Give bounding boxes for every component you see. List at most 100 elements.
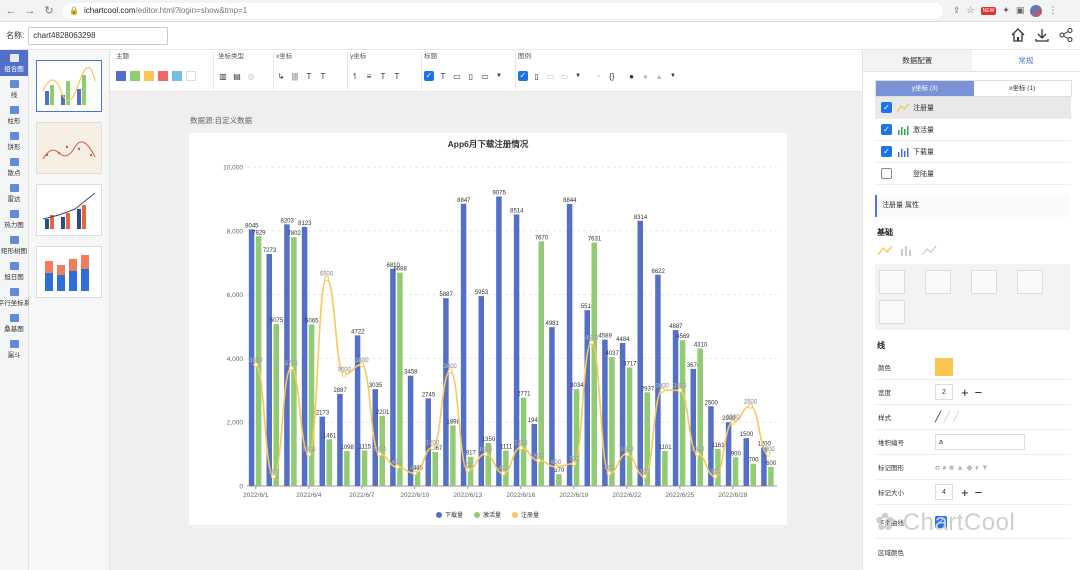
reload-icon[interactable]: ↻ (44, 5, 54, 17)
avatar[interactable] (1030, 4, 1043, 17)
nav-item[interactable]: 平行坐标系 (0, 284, 30, 310)
tab-general[interactable]: 常规 (1018, 56, 1034, 65)
share-icon[interactable]: ⇪ (953, 5, 961, 15)
nav-item[interactable]: 雷达 (0, 180, 28, 206)
legend-brace-icon[interactable]: {} (609, 71, 615, 81)
legend-checkbox[interactable]: ✓ (518, 71, 528, 81)
nav-item[interactable]: 桑基图 (0, 310, 28, 336)
title-text-icon[interactable]: T (440, 71, 446, 81)
sidebar-icon[interactable]: ▣ (1015, 5, 1025, 15)
nav-item[interactable]: 漏斗 (0, 336, 28, 362)
y-title-icon[interactable]: T (394, 71, 400, 81)
tab-x-axis[interactable]: x坐标 (1) (1009, 85, 1036, 92)
nav-item[interactable]: 线 (0, 76, 28, 102)
line-shape-step[interactable] (925, 270, 951, 294)
series-row[interactable]: ✓ 注册量 (875, 97, 1071, 119)
legend-dot2-icon[interactable]: ● (642, 71, 648, 81)
line-shape-area[interactable] (879, 300, 905, 324)
theme-color-swatch[interactable] (158, 71, 168, 81)
nav-item[interactable]: 柱形 (0, 102, 28, 128)
chevron-down-icon[interactable]: ▼ (670, 73, 676, 79)
nav-item[interactable]: 热力图 (0, 206, 28, 232)
template-thumb[interactable] (36, 60, 102, 112)
color-swatch[interactable] (935, 358, 953, 376)
line-style-options[interactable]: ╱╱╱ (935, 411, 963, 423)
y-axis-line-icon[interactable]: ↿ (351, 71, 359, 81)
x-text-icon[interactable]: T (306, 71, 312, 81)
series-checkbox[interactable]: ✓ (881, 124, 892, 135)
legend-pos-icon[interactable]: ▯ (534, 71, 539, 81)
title-pos3-icon[interactable]: ▭ (481, 71, 489, 81)
legend-style-icon[interactable]: ◔ (595, 71, 601, 81)
x-axis-line-icon[interactable]: ↳ (277, 71, 285, 81)
line-shape-step3[interactable] (1017, 270, 1043, 294)
area-style-icon[interactable] (921, 244, 937, 256)
chart-card[interactable]: App6月下载注册情况 0 2,000 4,000 6,000 8,000 10,000 80… (189, 133, 787, 525)
home-icon[interactable] (1010, 27, 1026, 43)
series-checkbox[interactable]: ✓ (881, 102, 892, 113)
new-badge[interactable]: NEW (980, 6, 997, 15)
star-icon[interactable]: ☆ (966, 5, 975, 15)
width-stepper[interactable]: +− (961, 384, 989, 400)
combo-chart[interactable]: App6月下载注册情况 0 2,000 4,000 6,000 8,000 10,000 80… (189, 133, 787, 525)
nav-item[interactable]: 矩形树图 (0, 232, 28, 258)
series-row[interactable]: ✓ 下载量 (875, 141, 1071, 163)
chevron-down-icon[interactable]: ▼ (575, 73, 582, 79)
back-icon[interactable]: ← (5, 4, 17, 17)
title-pos-icon[interactable]: ▭ (453, 71, 461, 81)
template-thumb[interactable] (36, 246, 102, 298)
y-text-icon[interactable]: T (380, 71, 386, 81)
title-checkbox[interactable]: ✓ (424, 71, 434, 81)
series-checkbox[interactable] (881, 168, 892, 179)
nav-item[interactable]: 旭日图 (0, 258, 28, 284)
marker-size-stepper[interactable]: +− (961, 484, 989, 500)
theme-color-swatch[interactable] (130, 71, 140, 81)
chart-name-input[interactable] (28, 26, 169, 45)
color-label: 颜色 (878, 365, 891, 372)
series-checkbox[interactable]: ✓ (881, 146, 892, 157)
line-point (518, 445, 524, 451)
extensions-icon[interactable]: ✦ (1002, 5, 1010, 15)
nav-item[interactable]: 饼形 (0, 128, 28, 154)
polar-type-icon[interactable]: ◎ (247, 71, 255, 81)
width-input[interactable]: 2 (935, 384, 953, 400)
marker-shape-options[interactable]: ○ ● ■ ▲ ◆ ♦ ▼ (935, 462, 989, 472)
series-row[interactable]: ✓ 激活量 (875, 119, 1071, 141)
toolbar-group-label: x坐标 (276, 53, 293, 60)
legend-tri-icon[interactable]: ▲ (655, 71, 664, 81)
series-row[interactable]: 登陆量 (875, 163, 1071, 185)
line-shape-smooth[interactable] (879, 270, 905, 294)
x-title-icon[interactable]: T (320, 71, 326, 81)
template-thumb[interactable] (36, 122, 102, 174)
theme-color-swatch[interactable] (144, 71, 154, 81)
legend-pos3-icon[interactable]: ▭ (560, 71, 569, 81)
share-nodes-icon[interactable] (1058, 27, 1074, 43)
tab-y-axis[interactable]: y坐标 (3) (876, 81, 974, 96)
marker-size-input[interactable]: 4 (935, 484, 953, 500)
theme-color-swatch[interactable] (116, 71, 126, 81)
chevron-down-icon[interactable]: ▼ (496, 73, 502, 79)
tab-data-config[interactable]: 数据配置 (863, 50, 972, 71)
column-type-icon[interactable]: ▤ (233, 71, 241, 81)
nav-item[interactable]: 散点 (0, 154, 28, 180)
smooth-checkbox[interactable]: ✓ (935, 515, 947, 528)
bar-style-icon[interactable] (899, 244, 915, 256)
y-grid-icon[interactable]: ≡ (366, 71, 372, 81)
title-pos2-icon[interactable]: ▯ (468, 71, 474, 81)
template-thumb[interactable] (36, 184, 102, 236)
theme-color-swatch[interactable] (186, 71, 196, 81)
x-grid-icon[interactable]: ||| (291, 71, 299, 81)
nav-item[interactable]: 组合图 (0, 50, 28, 76)
line-style-icon[interactable] (877, 244, 893, 256)
legend-pos2-icon[interactable]: ▭ (546, 71, 555, 81)
menu-icon[interactable]: ⋮ (1048, 5, 1058, 15)
legend-dot-icon[interactable]: ● (629, 71, 635, 81)
marker-index-input[interactable]: a (935, 434, 1025, 450)
bar-type-icon[interactable]: ▥ (219, 71, 227, 81)
theme-color-swatch[interactable] (172, 71, 182, 81)
address-bar[interactable]: 🔒 ichartcool.com /editor.html?login=show… (63, 2, 943, 19)
line-shape-step2[interactable] (971, 270, 997, 294)
download-icon[interactable] (1034, 27, 1050, 43)
bar-mark (690, 368, 696, 486)
forward-icon[interactable]: → (24, 4, 36, 17)
